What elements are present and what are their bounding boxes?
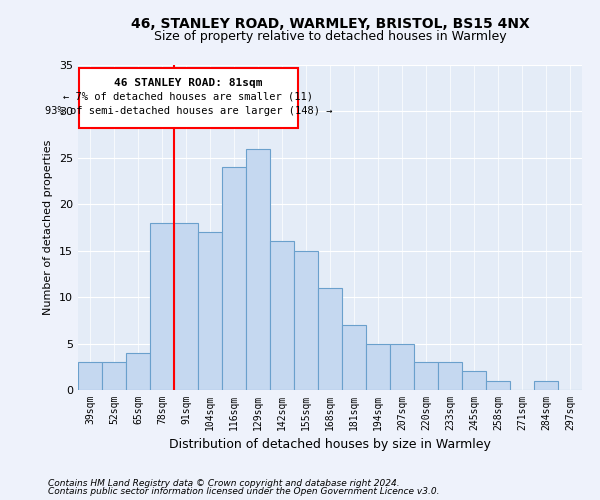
Bar	[366, 344, 390, 390]
Text: ← 7% of detached houses are smaller (11): ← 7% of detached houses are smaller (11)	[64, 92, 313, 102]
Bar	[270, 242, 294, 390]
Bar	[78, 362, 102, 390]
Bar	[390, 344, 414, 390]
Bar	[102, 362, 126, 390]
Bar	[318, 288, 342, 390]
Text: 46, STANLEY ROAD, WARMLEY, BRISTOL, BS15 4NX: 46, STANLEY ROAD, WARMLEY, BRISTOL, BS15…	[131, 18, 529, 32]
Bar	[462, 372, 486, 390]
Y-axis label: Number of detached properties: Number of detached properties	[43, 140, 53, 315]
Text: Contains public sector information licensed under the Open Government Licence v3: Contains public sector information licen…	[48, 487, 439, 496]
Bar	[174, 223, 198, 390]
Bar	[486, 380, 510, 390]
Text: 46 STANLEY ROAD: 81sqm: 46 STANLEY ROAD: 81sqm	[114, 78, 263, 88]
Text: 93% of semi-detached houses are larger (148) →: 93% of semi-detached houses are larger (…	[44, 106, 332, 116]
Bar	[126, 353, 150, 390]
Bar	[342, 325, 366, 390]
Text: Size of property relative to detached houses in Warmley: Size of property relative to detached ho…	[154, 30, 506, 43]
Bar	[246, 148, 270, 390]
Bar	[222, 167, 246, 390]
Bar	[438, 362, 462, 390]
Bar	[414, 362, 438, 390]
X-axis label: Distribution of detached houses by size in Warmley: Distribution of detached houses by size …	[169, 438, 491, 452]
Text: Contains HM Land Registry data © Crown copyright and database right 2024.: Contains HM Land Registry data © Crown c…	[48, 478, 400, 488]
Bar	[534, 380, 558, 390]
Bar	[198, 232, 222, 390]
Bar	[79, 68, 298, 128]
Bar	[150, 223, 174, 390]
Bar	[294, 250, 318, 390]
